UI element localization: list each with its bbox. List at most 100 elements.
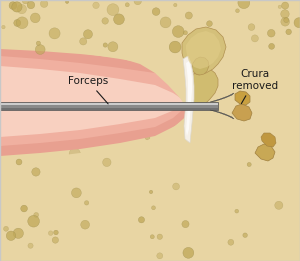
Circle shape: [83, 30, 92, 39]
Circle shape: [102, 18, 108, 24]
Circle shape: [9, 2, 17, 9]
Circle shape: [0, 2, 12, 14]
Circle shape: [130, 239, 133, 242]
Polygon shape: [210, 110, 234, 119]
Circle shape: [281, 10, 289, 18]
Circle shape: [217, 74, 228, 85]
Circle shape: [215, 186, 218, 189]
Circle shape: [51, 177, 59, 186]
Polygon shape: [186, 61, 192, 136]
Circle shape: [54, 230, 58, 235]
Circle shape: [231, 205, 240, 213]
Circle shape: [239, 24, 245, 30]
Polygon shape: [192, 57, 209, 75]
Polygon shape: [0, 66, 212, 137]
Circle shape: [146, 32, 156, 43]
Circle shape: [98, 65, 111, 78]
Circle shape: [236, 43, 249, 56]
Circle shape: [92, 120, 102, 131]
Circle shape: [160, 69, 170, 80]
Circle shape: [290, 123, 296, 129]
Circle shape: [284, 191, 293, 199]
Circle shape: [269, 43, 274, 49]
Circle shape: [105, 62, 108, 65]
Circle shape: [185, 12, 192, 19]
Circle shape: [209, 38, 213, 42]
Circle shape: [247, 162, 251, 167]
Circle shape: [152, 8, 160, 15]
Polygon shape: [0, 41, 300, 261]
Circle shape: [235, 209, 238, 213]
Circle shape: [217, 58, 220, 62]
Circle shape: [21, 205, 27, 212]
Circle shape: [275, 33, 283, 41]
Circle shape: [32, 168, 40, 176]
Circle shape: [238, 0, 250, 9]
Polygon shape: [183, 56, 194, 143]
Circle shape: [144, 121, 152, 128]
Circle shape: [17, 4, 26, 14]
Circle shape: [69, 148, 80, 159]
Circle shape: [107, 7, 118, 18]
Circle shape: [49, 77, 56, 84]
Circle shape: [123, 201, 127, 205]
Circle shape: [28, 243, 33, 248]
Circle shape: [284, 17, 289, 23]
Circle shape: [146, 48, 155, 58]
Polygon shape: [0, 103, 218, 104]
Circle shape: [71, 188, 81, 198]
Circle shape: [157, 253, 163, 259]
Circle shape: [6, 92, 13, 98]
Polygon shape: [186, 31, 221, 69]
Circle shape: [190, 237, 195, 241]
Circle shape: [103, 43, 107, 47]
Circle shape: [284, 52, 298, 65]
Circle shape: [93, 2, 99, 9]
Polygon shape: [189, 68, 218, 106]
Circle shape: [270, 196, 275, 201]
Circle shape: [174, 3, 177, 7]
Circle shape: [180, 215, 184, 218]
Polygon shape: [0, 46, 218, 156]
Circle shape: [243, 233, 248, 238]
Circle shape: [278, 5, 281, 9]
Circle shape: [195, 111, 199, 115]
Circle shape: [183, 31, 188, 35]
Circle shape: [16, 159, 22, 165]
Circle shape: [276, 5, 289, 19]
Circle shape: [35, 130, 38, 133]
Circle shape: [114, 14, 124, 25]
Polygon shape: [0, 0, 300, 211]
Circle shape: [31, 74, 40, 84]
Circle shape: [96, 225, 109, 238]
Circle shape: [138, 217, 145, 223]
Polygon shape: [210, 93, 234, 102]
Circle shape: [251, 35, 258, 42]
Circle shape: [4, 226, 8, 231]
Circle shape: [157, 218, 169, 230]
Polygon shape: [182, 27, 226, 75]
Circle shape: [199, 252, 208, 261]
Circle shape: [34, 212, 39, 217]
Circle shape: [13, 228, 23, 239]
Circle shape: [238, 185, 244, 190]
Circle shape: [294, 18, 300, 28]
Circle shape: [94, 39, 97, 42]
Circle shape: [16, 17, 28, 29]
Circle shape: [207, 21, 212, 27]
Circle shape: [259, 49, 264, 54]
Circle shape: [188, 249, 197, 259]
Circle shape: [49, 28, 60, 39]
Circle shape: [40, 240, 53, 252]
Circle shape: [36, 41, 40, 45]
Circle shape: [6, 135, 15, 144]
Circle shape: [12, 2, 22, 12]
Circle shape: [110, 4, 122, 17]
Circle shape: [180, 222, 187, 228]
Circle shape: [228, 239, 234, 245]
Circle shape: [172, 26, 184, 37]
Circle shape: [275, 201, 283, 209]
Circle shape: [200, 37, 211, 48]
Circle shape: [160, 75, 170, 86]
Circle shape: [198, 40, 202, 45]
